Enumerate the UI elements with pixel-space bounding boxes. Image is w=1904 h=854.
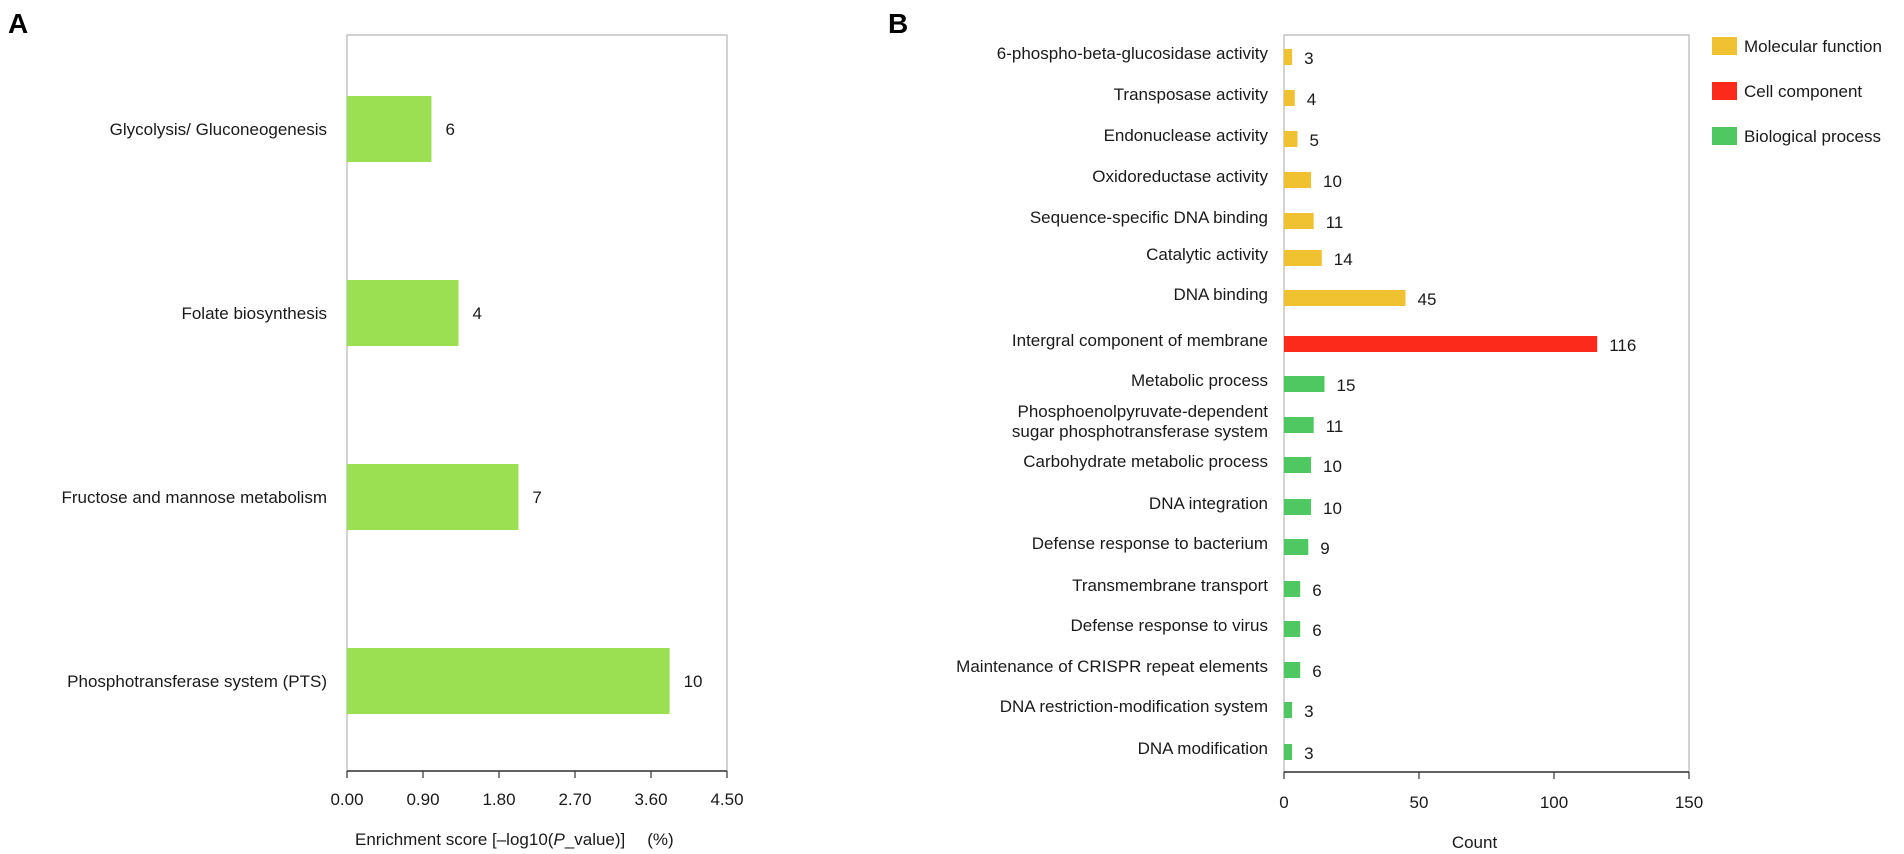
data-label: 4: [472, 304, 481, 323]
data-label: 45: [1418, 290, 1437, 309]
data-label: 6: [445, 120, 454, 139]
data-label: 3: [1304, 702, 1313, 721]
category-label: Transposase activity: [1114, 85, 1269, 104]
category-label: Maintenance of CRISPR repeat elements: [956, 657, 1268, 676]
category-label: Glycolysis/ Gluconeogenesis: [110, 120, 327, 139]
bar: [1284, 336, 1598, 352]
data-label: 3: [1304, 744, 1313, 763]
bar: [1284, 376, 1325, 392]
category-label: Folate biosynthesis: [181, 304, 327, 323]
bar: [1284, 662, 1301, 678]
bar: [347, 464, 519, 530]
category-label: DNA modification: [1138, 739, 1268, 758]
category-label: Transmembrane transport: [1072, 576, 1268, 595]
category-label: Endonuclease activity: [1104, 126, 1269, 145]
bar: [1284, 49, 1293, 65]
x-tick-label: 100: [1540, 793, 1568, 812]
legend-swatch: [1712, 127, 1737, 145]
category-label: Phosphoenolpyruvate-dependent: [1018, 402, 1269, 421]
data-label: 11: [1326, 213, 1344, 232]
category-label: Sequence-specific DNA binding: [1030, 208, 1268, 227]
panel-a-letter: A: [8, 8, 28, 39]
data-label: 10: [1323, 499, 1342, 518]
legend-swatch: [1712, 37, 1737, 55]
category-label: Catalytic activity: [1146, 245, 1268, 264]
bar: [347, 648, 670, 714]
x-tick-label: 150: [1675, 793, 1703, 812]
x-axis-label: Enrichment score [–log10(P_value)] (%): [355, 830, 674, 849]
data-label: 3: [1304, 49, 1313, 68]
data-label: 14: [1334, 250, 1353, 269]
category-label: Phosphotransferase system (PTS): [67, 672, 327, 691]
x-tick-label: 0.00: [330, 790, 363, 809]
legend: Molecular function Cell component Biologic…: [1712, 37, 1882, 146]
plot-frame: [1283, 34, 1690, 773]
bar: [347, 280, 459, 346]
x-tick-label: 0.90: [406, 790, 439, 809]
chart-a: Glycolysis/ Gluconeogenesis 6 Folate biosy…: [61, 34, 744, 849]
legend-swatch: [1712, 82, 1737, 100]
category-label: Carbohydrate metabolic process: [1023, 452, 1268, 471]
data-label: 10: [684, 672, 703, 691]
category-label: Oxidoreductase activity: [1092, 167, 1268, 186]
bar: [1284, 417, 1314, 433]
category-label: DNA integration: [1149, 494, 1268, 513]
bar: [1284, 539, 1309, 555]
bar: [347, 96, 432, 162]
legend-label: Cell component: [1744, 82, 1862, 101]
data-label: 10: [1323, 457, 1342, 476]
bar: [1284, 290, 1406, 306]
category-label: 6-phospho-beta-glucosidase activity: [997, 44, 1269, 63]
bar: [1284, 702, 1293, 718]
data-label: 5: [1310, 131, 1319, 150]
x-tick-label: 2.70: [558, 790, 591, 809]
category-label: Defense response to bacterium: [1032, 534, 1268, 553]
category-label: Defense response to virus: [1071, 616, 1269, 635]
x-tick-label: 1.80: [482, 790, 515, 809]
x-tick-label: 3.60: [634, 790, 667, 809]
data-label: 4: [1307, 90, 1316, 109]
data-label: 6: [1312, 662, 1321, 681]
data-label: 10: [1323, 172, 1342, 191]
bar: [1284, 172, 1311, 188]
data-label: 15: [1337, 376, 1356, 395]
panel-b-letter: B: [888, 8, 908, 39]
data-label: 9: [1320, 539, 1329, 558]
x-axis-label: Count: [1452, 833, 1498, 852]
category-label: DNA restriction-modification system: [1000, 697, 1268, 716]
chart-b: 6-phospho-beta-glucosidase activity 3 Tran…: [956, 34, 1703, 852]
bar: [1284, 499, 1311, 515]
bar: [1284, 457, 1311, 473]
category-label: sugar phosphotransferase system: [1012, 422, 1268, 441]
data-label: 7: [532, 488, 541, 507]
bar: [1284, 621, 1301, 637]
bar: [1284, 131, 1298, 147]
bar: [1284, 250, 1322, 266]
category-label: Metabolic process: [1131, 371, 1268, 390]
bar: [1284, 90, 1295, 106]
legend-label: Molecular function: [1744, 37, 1882, 56]
category-label: Intergral component of membrane: [1012, 331, 1268, 350]
bar: [1284, 581, 1301, 597]
category-label: DNA binding: [1173, 285, 1268, 304]
data-label: 6: [1312, 581, 1321, 600]
legend-label: Biological process: [1744, 127, 1881, 146]
category-label: Fructose and mannose metabolism: [61, 488, 327, 507]
data-label: 11: [1326, 417, 1344, 436]
bar: [1284, 213, 1314, 229]
data-label: 116: [1609, 336, 1636, 355]
data-label: 6: [1312, 621, 1321, 640]
bar: [1284, 744, 1293, 760]
x-tick-label: 4.50: [710, 790, 743, 809]
x-tick-label: 0: [1279, 793, 1288, 812]
x-tick-label: 50: [1410, 793, 1429, 812]
